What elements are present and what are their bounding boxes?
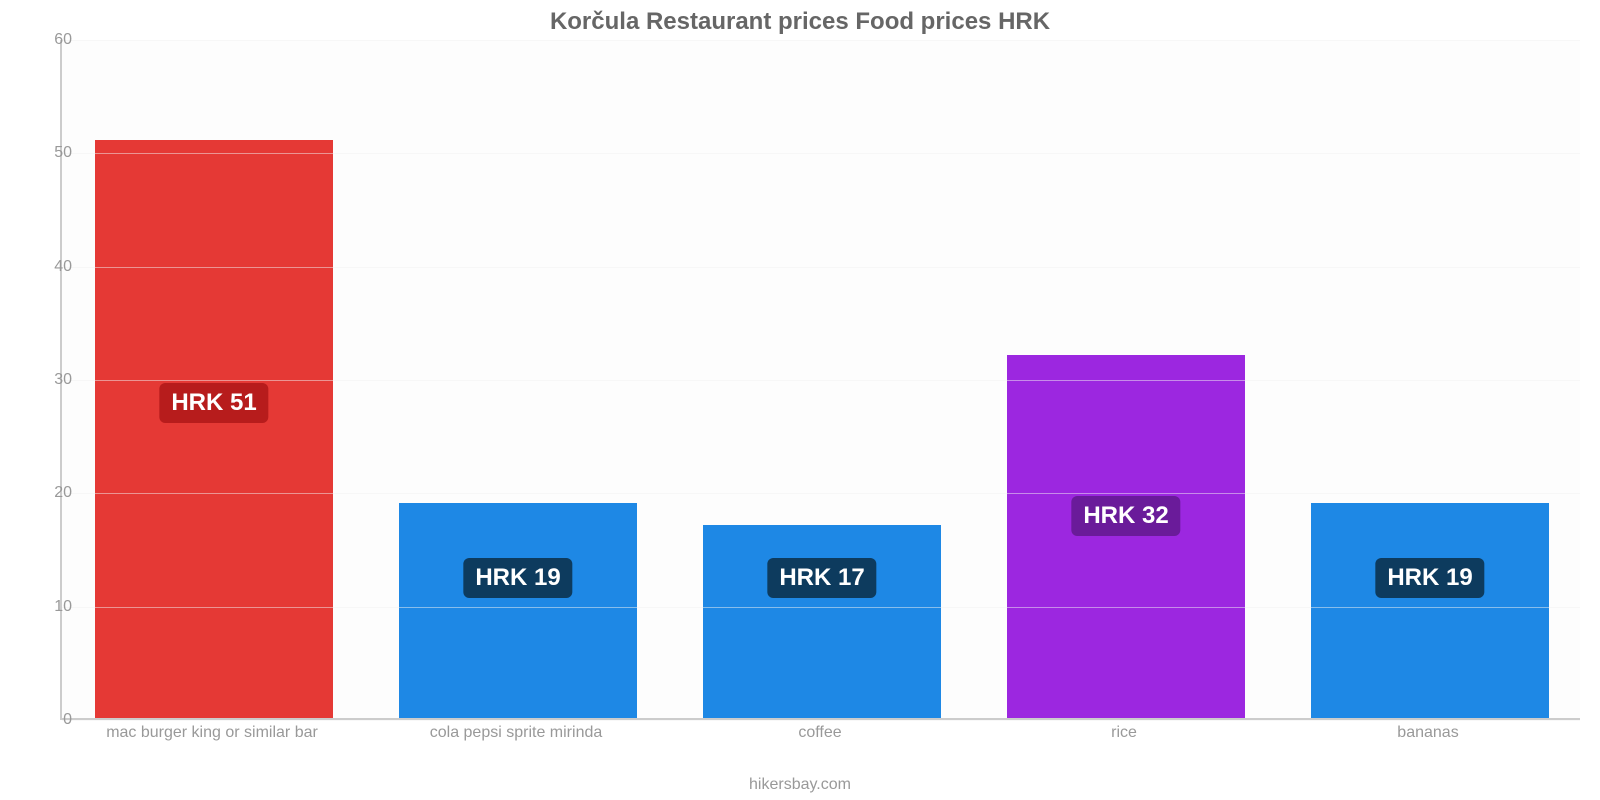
bars-layer: HRK 51 HRK 19 HRK 17 HRK 32 HRK 19 bbox=[62, 40, 1580, 718]
gridline bbox=[62, 720, 1580, 721]
value-badge: HRK 19 bbox=[463, 558, 572, 598]
gridline bbox=[62, 607, 1580, 608]
x-tick-label: mac burger king or similar bar bbox=[106, 724, 318, 742]
gridline bbox=[62, 380, 1580, 381]
value-badge: HRK 51 bbox=[159, 383, 268, 423]
y-tick-label: 10 bbox=[22, 598, 72, 616]
chart-container: Korčula Restaurant prices Food prices HR… bbox=[0, 0, 1600, 800]
x-tick-label: coffee bbox=[798, 724, 841, 742]
bar bbox=[1311, 503, 1548, 718]
y-tick-label: 20 bbox=[22, 484, 72, 502]
value-badge: HRK 17 bbox=[767, 558, 876, 598]
source-attribution: hikersbay.com bbox=[0, 776, 1600, 794]
bar bbox=[399, 503, 636, 718]
chart-title: Korčula Restaurant prices Food prices HR… bbox=[0, 8, 1600, 36]
value-badge: HRK 32 bbox=[1071, 496, 1180, 536]
value-badge: HRK 19 bbox=[1375, 558, 1484, 598]
gridline bbox=[62, 153, 1580, 154]
x-tick-label: rice bbox=[1111, 724, 1137, 742]
plot-area: HRK 51 HRK 19 HRK 17 HRK 32 HRK 19 bbox=[60, 40, 1580, 720]
x-tick-label: bananas bbox=[1397, 724, 1458, 742]
gridline bbox=[62, 267, 1580, 268]
y-tick-label: 0 bbox=[22, 711, 72, 729]
x-tick-label: cola pepsi sprite mirinda bbox=[430, 724, 603, 742]
bar bbox=[95, 140, 332, 718]
bar bbox=[1007, 355, 1244, 718]
bar bbox=[703, 525, 940, 718]
gridline bbox=[62, 40, 1580, 41]
y-tick-label: 60 bbox=[22, 31, 72, 49]
y-tick-label: 30 bbox=[22, 371, 72, 389]
gridline bbox=[62, 493, 1580, 494]
y-tick-label: 50 bbox=[22, 144, 72, 162]
y-tick-label: 40 bbox=[22, 258, 72, 276]
